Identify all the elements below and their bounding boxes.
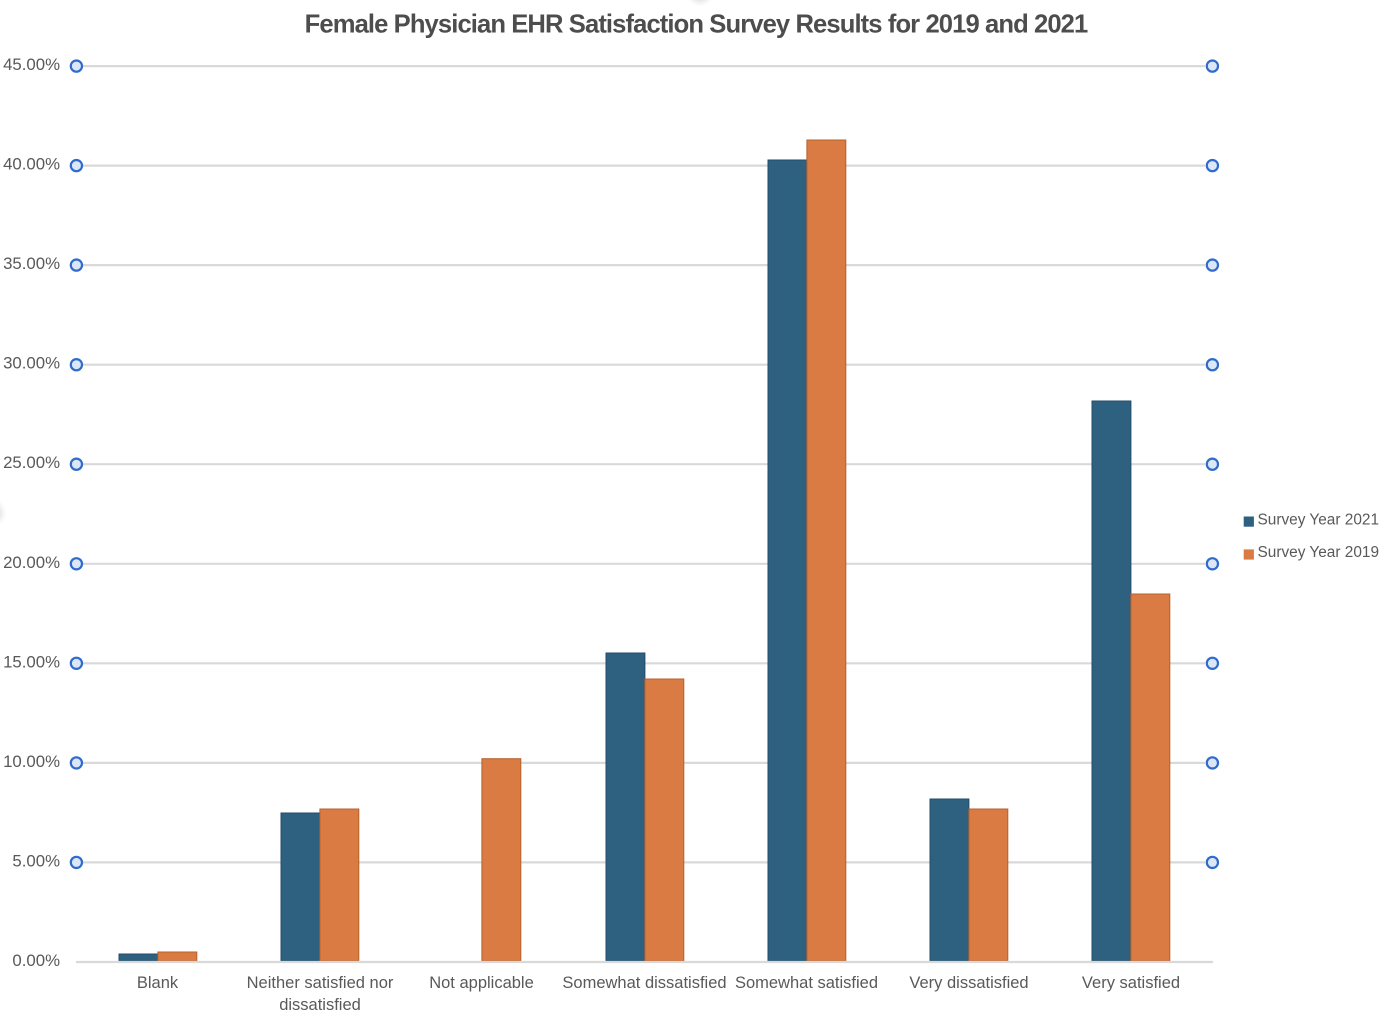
svg-text:Female Physician EHR Satisfact: Female Physician EHR Satisfaction Survey… <box>305 11 1088 39</box>
svg-text:Very dissatisfied: Very dissatisfied <box>909 974 1028 992</box>
svg-text:5.00%: 5.00% <box>12 851 60 870</box>
svg-text:25.00%: 25.00% <box>3 453 60 472</box>
svg-text:dissatisfied: dissatisfied <box>279 996 361 1014</box>
svg-text:35.00%: 35.00% <box>3 254 60 273</box>
svg-text:Somewhat satisfied: Somewhat satisfied <box>735 974 878 992</box>
svg-text:45.00%: 45.00% <box>3 55 60 74</box>
svg-text:Very satisfied: Very satisfied <box>1082 974 1180 992</box>
svg-text:30.00%: 30.00% <box>3 354 60 373</box>
svg-text:Not applicable: Not applicable <box>429 974 534 992</box>
svg-text:Neither satisfied nor: Neither satisfied nor <box>247 974 394 992</box>
svg-text:10.00%: 10.00% <box>3 752 60 771</box>
svg-text:40.00%: 40.00% <box>3 155 60 174</box>
svg-text:Blank: Blank <box>137 974 179 992</box>
svg-text:0.00%: 0.00% <box>12 951 60 970</box>
svg-text:Survey Year 2019: Survey Year 2019 <box>1258 544 1380 561</box>
svg-text:20.00%: 20.00% <box>3 553 60 572</box>
svg-text:15.00%: 15.00% <box>3 652 60 671</box>
svg-text:Somewhat dissatisfied: Somewhat dissatisfied <box>562 974 726 992</box>
svg-text:Survey Year 2021: Survey Year 2021 <box>1258 511 1380 528</box>
